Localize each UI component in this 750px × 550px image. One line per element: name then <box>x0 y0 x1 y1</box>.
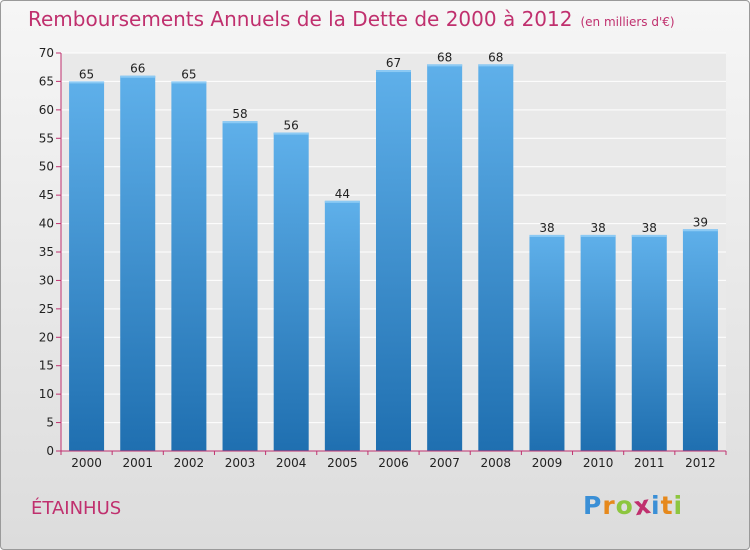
value-label-2001: 66 <box>130 62 145 76</box>
bar-highlight <box>427 64 463 67</box>
y-tick-label: 60 <box>39 103 54 117</box>
bar-highlight <box>376 70 411 73</box>
x-tick-label-2000: 2000 <box>71 456 102 470</box>
value-label-2006: 67 <box>386 56 401 70</box>
bar-highlight <box>171 81 207 84</box>
value-label-2003: 58 <box>232 107 247 121</box>
value-label-2000: 65 <box>79 67 94 81</box>
bar-highlight <box>478 64 514 67</box>
bar-highlight <box>580 234 616 237</box>
value-label-2008: 68 <box>488 50 503 64</box>
value-label-2007: 68 <box>437 50 452 64</box>
bar-highlight <box>324 200 360 203</box>
value-label-2002: 65 <box>181 67 196 81</box>
bar-highlight <box>222 121 258 124</box>
y-tick-label: 55 <box>39 131 54 145</box>
bar-2004 <box>273 132 309 451</box>
x-tick-label-2003: 2003 <box>225 456 256 470</box>
value-label-2012: 39 <box>693 215 708 229</box>
logo-letter: P <box>583 491 603 520</box>
x-tick-label-2012: 2012 <box>685 456 716 470</box>
bar-highlight <box>273 132 309 135</box>
y-tick-label: 0 <box>46 444 54 458</box>
x-tick-label-2002: 2002 <box>174 456 205 470</box>
bar-2005 <box>324 200 360 451</box>
bar-2008 <box>478 64 514 451</box>
x-tick-label-2009: 2009 <box>532 456 563 470</box>
y-tick-label: 45 <box>39 188 54 202</box>
commune-name: ÉTAINHUS <box>31 498 122 519</box>
bar-2001 <box>120 75 156 451</box>
y-tick-label: 35 <box>39 245 54 259</box>
y-tick-label: 10 <box>39 387 54 401</box>
proxiti-logo: Proxiti <box>583 490 684 522</box>
x-tick-label-2008: 2008 <box>481 456 512 470</box>
y-tick-label: 65 <box>39 74 54 88</box>
bar-highlight <box>120 75 156 78</box>
y-tick-label: 50 <box>39 160 54 174</box>
bar-2003 <box>222 121 258 451</box>
chart-title: Remboursements Annuels de la Dette de 20… <box>28 7 675 31</box>
x-tick-label-2001: 2001 <box>122 456 153 470</box>
bar-2010 <box>580 234 616 451</box>
bar-highlight <box>529 234 565 237</box>
y-tick-label: 40 <box>39 217 54 231</box>
bar-2000 <box>69 81 105 451</box>
y-tick-label: 25 <box>39 302 54 316</box>
value-label-2010: 38 <box>590 221 605 235</box>
bar-2011 <box>631 234 667 451</box>
logo-letter: i <box>673 491 684 520</box>
bar-2002 <box>171 81 207 451</box>
y-tick-label: 5 <box>46 416 54 430</box>
x-tick-label-2006: 2006 <box>378 456 409 470</box>
x-tick-label-2010: 2010 <box>583 456 614 470</box>
y-tick-label: 15 <box>39 359 54 373</box>
logo-letter: r <box>602 491 616 520</box>
logo-letter: t <box>660 491 674 520</box>
bar-highlight <box>631 234 667 237</box>
bar-2007 <box>427 64 463 451</box>
value-label-2004: 56 <box>284 119 299 133</box>
y-tick-label: 30 <box>39 273 54 287</box>
x-tick-label-2007: 2007 <box>429 456 460 470</box>
bar-highlight <box>682 229 718 232</box>
x-tick-label-2004: 2004 <box>276 456 307 470</box>
bar-2009 <box>529 234 565 451</box>
y-tick-label: 70 <box>39 46 54 60</box>
y-tick-label: 20 <box>39 330 54 344</box>
chart-title-text: Remboursements Annuels de la Dette de 20… <box>28 7 573 31</box>
bar-2006 <box>376 70 411 452</box>
value-label-2005: 44 <box>335 187 350 201</box>
logo-letter: i <box>651 491 661 520</box>
chart-subtitle: (en milliers d'€) <box>580 15 675 29</box>
value-label-2009: 38 <box>539 221 554 235</box>
value-label-2011: 38 <box>642 221 657 235</box>
bar-2012 <box>682 229 718 451</box>
logo-letter: o <box>615 491 634 520</box>
x-tick-label-2011: 2011 <box>634 456 665 470</box>
x-tick-label-2005: 2005 <box>327 456 358 470</box>
bar-highlight <box>69 81 105 84</box>
